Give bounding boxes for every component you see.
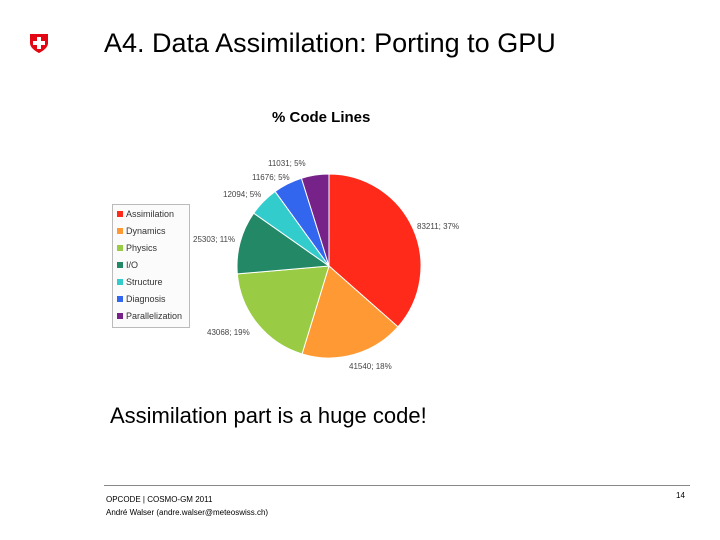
legend-item: Structure xyxy=(113,273,189,290)
footer-divider xyxy=(104,485,690,486)
pie-slice-i-o xyxy=(236,212,331,275)
legend-swatch xyxy=(117,312,123,319)
pie-slice-physics xyxy=(236,265,330,355)
pie-data-label: 41540; 18% xyxy=(349,362,392,371)
legend-label: Diagnosis xyxy=(126,293,166,304)
slide-caption: Assimilation part is a huge code! xyxy=(110,403,427,428)
pie-data-label: 43068; 19% xyxy=(207,328,250,337)
legend-label: Physics xyxy=(126,242,158,253)
pie-slice-assimilation xyxy=(328,173,422,328)
chart-legend: Assimilation Dynamics Physics I/O Structure D… xyxy=(112,204,190,328)
pie-data-label: 25303; 11% xyxy=(193,235,235,244)
slide-title: A4. Data Assimilation: Porting to GPU xyxy=(104,28,556,58)
pie-data-label: 83211; 37% xyxy=(417,222,459,231)
legend-item: Parallelization xyxy=(113,307,189,324)
legend-label: Assimilation xyxy=(126,208,175,219)
legend-item: I/O xyxy=(113,256,189,273)
pie-slice-dynamics xyxy=(301,265,399,359)
pie-data-label: 11031; 5% xyxy=(268,159,306,168)
legend-swatch xyxy=(117,244,123,251)
legend-label: I/O xyxy=(126,259,139,270)
page-number: 14 xyxy=(676,491,685,500)
legend-item: Physics xyxy=(113,239,189,256)
legend-swatch xyxy=(117,295,123,302)
footer-author: André Walser (andre.walser@meteoswiss.ch… xyxy=(106,508,269,517)
footer-event: OPCODE | COSMO-GM 2011 xyxy=(106,495,213,504)
legend-label: Dynamics xyxy=(126,225,166,236)
legend-label: Structure xyxy=(126,276,163,287)
pie-slice-parallelization xyxy=(300,173,330,267)
legend-item: Diagnosis xyxy=(113,290,189,307)
pie-data-label: 11676; 5% xyxy=(252,173,290,182)
legend-item: Assimilation xyxy=(113,205,189,222)
legend-swatch xyxy=(117,261,123,268)
legend-swatch xyxy=(117,210,123,217)
chart-title: % Code Lines xyxy=(272,109,371,126)
swiss-cross-icon xyxy=(30,34,48,53)
legend-swatch xyxy=(117,278,123,285)
legend-swatch xyxy=(117,227,123,234)
legend-label: Parallelization xyxy=(126,310,183,321)
legend-item: Dynamics xyxy=(113,222,189,239)
pie-data-label: 12094; 5% xyxy=(223,190,261,199)
